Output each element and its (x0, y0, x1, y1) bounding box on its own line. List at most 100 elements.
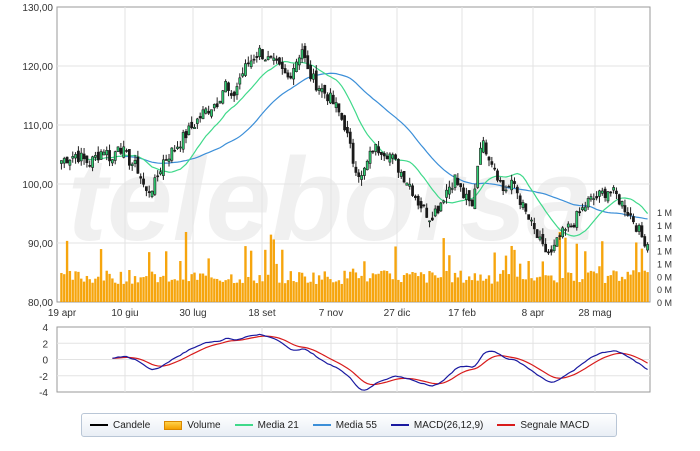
volume-bar (598, 266, 601, 302)
candle-body (147, 191, 151, 194)
volume-bar (261, 281, 264, 302)
volume-bar (272, 239, 275, 302)
candle-body (221, 90, 225, 104)
candle-body (606, 191, 610, 202)
volume-bar (462, 282, 465, 302)
candle-body (300, 49, 304, 60)
candle-body (249, 60, 253, 68)
volume-bar (309, 281, 312, 302)
candle-body (428, 220, 431, 223)
volume-bar (363, 261, 366, 302)
legend-label: MACD(26,12,9) (413, 419, 484, 431)
volume-bar (227, 279, 230, 302)
volume-bar (303, 276, 307, 302)
candle-body (62, 158, 66, 164)
volume-bar (150, 271, 154, 302)
candle-body (436, 205, 440, 214)
volume-bar (94, 278, 97, 302)
candle-body (323, 84, 327, 94)
volume-bar (467, 276, 471, 302)
legend-label: Segnale MACD (520, 419, 590, 431)
volume-bar (371, 273, 375, 302)
volume-bar (111, 278, 114, 302)
candle-body (368, 150, 372, 164)
watermark: teleborsa (68, 134, 593, 266)
volume-bar (368, 278, 372, 302)
volume-bar (586, 272, 590, 302)
macd-line (112, 333, 648, 391)
volume-bar (535, 277, 539, 302)
candle-body (187, 125, 191, 135)
macd-tick-label: 2 (42, 339, 48, 350)
volume-bar (397, 279, 400, 302)
candle-body (419, 201, 423, 209)
candle-body (408, 183, 412, 187)
volume-bar (207, 258, 210, 302)
candle-body (510, 179, 514, 191)
legend-swatch (497, 424, 516, 426)
candle-body (513, 181, 516, 184)
candle-body (586, 198, 590, 208)
candle-body (445, 189, 448, 198)
volume-bar (609, 275, 612, 302)
candle-body (136, 156, 140, 174)
volume-bar (204, 275, 208, 302)
volume-bar (470, 280, 474, 302)
legend-item: Segnale MACD (497, 420, 589, 431)
candle-body (456, 178, 460, 185)
volume-bar (385, 270, 389, 302)
chart-canvas: teleborsa 80,00 90,00 100,00 110,00 120,00 130… (22, 3, 672, 399)
volume-tick-label: 1 M (657, 259, 672, 269)
candle-body (105, 150, 109, 156)
candle-body (176, 146, 179, 149)
candle-body (467, 190, 471, 202)
candle-body (215, 103, 219, 108)
candle-body (91, 156, 94, 168)
volume-bar (552, 280, 556, 302)
candle-body (130, 163, 134, 166)
volume-bar (68, 270, 72, 302)
candle-body (218, 101, 222, 104)
candle-body (329, 92, 332, 104)
volume-bar (266, 274, 270, 302)
candle-body (493, 167, 497, 170)
legend-swatch (312, 424, 331, 426)
volume-bar (337, 280, 341, 302)
candle-body (382, 152, 386, 157)
candle-body (212, 104, 216, 109)
volume-bar (402, 275, 406, 302)
volume-bar (451, 282, 454, 302)
candle-body (629, 213, 632, 216)
volume-bar (516, 276, 519, 302)
volume-bar (575, 243, 578, 302)
volume-bar (128, 270, 131, 302)
candle-body (547, 251, 550, 254)
candle-body (521, 202, 525, 208)
candle-body (306, 55, 310, 70)
volume-bar (247, 276, 250, 302)
candle-body (235, 86, 239, 96)
volume-bar (612, 270, 615, 302)
legend: Candele Volume Media 21 Media 55 MACD(26,12,… (81, 413, 617, 437)
candle-body (473, 188, 477, 210)
candle-body (195, 118, 199, 124)
volume-bar (218, 280, 222, 302)
volume-bar (391, 279, 394, 302)
candle-body (447, 186, 451, 195)
volume-bar (496, 281, 499, 302)
volume-bar (264, 249, 267, 302)
volume-bar (224, 280, 227, 302)
candle-body (119, 148, 123, 154)
volume-bar (351, 268, 355, 302)
volume-bar (595, 273, 598, 302)
volume-bar (445, 270, 448, 302)
candle-body (354, 166, 358, 173)
candle-body (479, 147, 482, 165)
candle-body (261, 49, 264, 60)
candle-body (501, 180, 505, 191)
media-55-line (123, 72, 648, 220)
volume-bar (643, 270, 646, 302)
candle-body (414, 195, 417, 198)
candle-body (337, 103, 341, 113)
